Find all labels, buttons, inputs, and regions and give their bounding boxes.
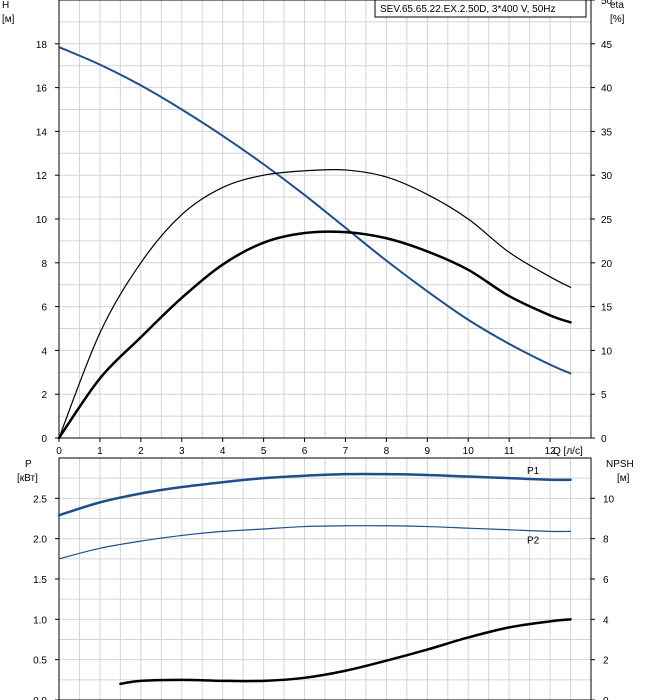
top-right-axis-title: eta	[610, 0, 624, 11]
x-tick-label: 7	[343, 446, 349, 457]
top-right-tick-label: 5	[601, 390, 607, 401]
x-tick-label: 0	[56, 446, 62, 457]
top-left-tick-label: 16	[36, 84, 48, 95]
bottom-right-tick-label: 10	[603, 494, 615, 505]
title-box-text: SEV.65.65.22.EX.2.50D, 3*400 V, 50Hz	[380, 4, 556, 15]
top-left-axis-unit: [м]	[2, 14, 15, 25]
x-tick-label: 8	[384, 446, 390, 457]
top-right-tick-label: 35	[601, 127, 613, 138]
bottom-left-tick-label: 1.5	[33, 575, 47, 586]
x-tick-label: 1	[97, 446, 103, 457]
top-left-tick-label: 6	[41, 303, 47, 314]
top-right-tick-label: 20	[601, 259, 613, 270]
bottom-right-tick-label: 8	[603, 535, 609, 546]
bottom-grid	[58, 457, 592, 700]
top-right-tick-label: 0	[601, 434, 607, 445]
top-right-tick-label: 30	[601, 171, 613, 182]
top-left-tick-label: 18	[36, 40, 48, 51]
bottom-right-axis-unit: [м]	[617, 473, 630, 484]
top-right-tick-label: 40	[601, 84, 613, 95]
top-right-tick-label: 45	[601, 40, 613, 51]
x-tick-label: 10	[463, 446, 475, 457]
x-tick-label: 5	[261, 446, 267, 457]
x-tick-label: 6	[302, 446, 308, 457]
top-left-tick-label: 14	[36, 127, 48, 138]
top-left-tick-label: 12	[36, 171, 48, 182]
top-left-tick-label: 0	[41, 434, 47, 445]
x-tick-label: 12	[545, 446, 557, 457]
top-left-axis-title: H	[2, 0, 9, 11]
x-tick-label: 9	[425, 446, 431, 457]
bottom-left-tick-label: 2.0	[33, 535, 47, 546]
bottom-right-tick-label: 0	[603, 696, 609, 700]
x-tick-label: 11	[504, 446, 515, 457]
series-label-p1: P1	[527, 466, 540, 477]
top-grid	[58, 0, 592, 439]
top-left-tick-label: 10	[36, 215, 48, 226]
top-right-tick-label: 50	[601, 0, 613, 7]
bottom-right-tick-label: 4	[603, 615, 609, 626]
top-left-tick-label: 4	[41, 346, 47, 357]
bottom-right-axis-title: NPSH	[606, 459, 634, 470]
x-axis-label: Q [л/с]	[553, 446, 583, 457]
bottom-right-tick-label: 6	[603, 575, 609, 586]
data-curves: P1 P2	[57, 46, 572, 686]
x-tick-label: 2	[138, 446, 144, 457]
x-tick-label: 3	[179, 446, 185, 457]
top-left-tick-label: 2	[41, 390, 47, 401]
bottom-left-tick-label: 0.5	[33, 656, 47, 667]
efficiency-curve-thick	[57, 230, 572, 440]
npsh-curve	[119, 618, 572, 686]
head-curve	[58, 46, 572, 375]
x-tick-label: 4	[220, 446, 226, 457]
bottom-left-axis-title: P	[25, 459, 32, 470]
bottom-left-tick-label: 2.5	[33, 494, 47, 505]
top-right-axis-unit: [%]	[610, 14, 625, 25]
bottom-left-axis-unit: [кВт]	[17, 473, 38, 484]
bottom-left-tick-label: 1.0	[33, 615, 47, 626]
p2-power-curve	[58, 525, 572, 560]
efficiency-curve-thin	[58, 168, 572, 439]
top-left-tick-label: 8	[41, 259, 47, 270]
bottom-right-tick-label: 2	[603, 656, 609, 667]
series-label-p2: P2	[527, 535, 540, 546]
p1-power-curve	[57, 472, 572, 517]
title-box	[374, 0, 587, 18]
bottom-left-tick-label: 0.0	[33, 696, 47, 700]
top-right-tick-label: 25	[601, 215, 613, 226]
top-right-tick-label: 15	[601, 303, 613, 314]
top-right-tick-label: 10	[601, 346, 613, 357]
